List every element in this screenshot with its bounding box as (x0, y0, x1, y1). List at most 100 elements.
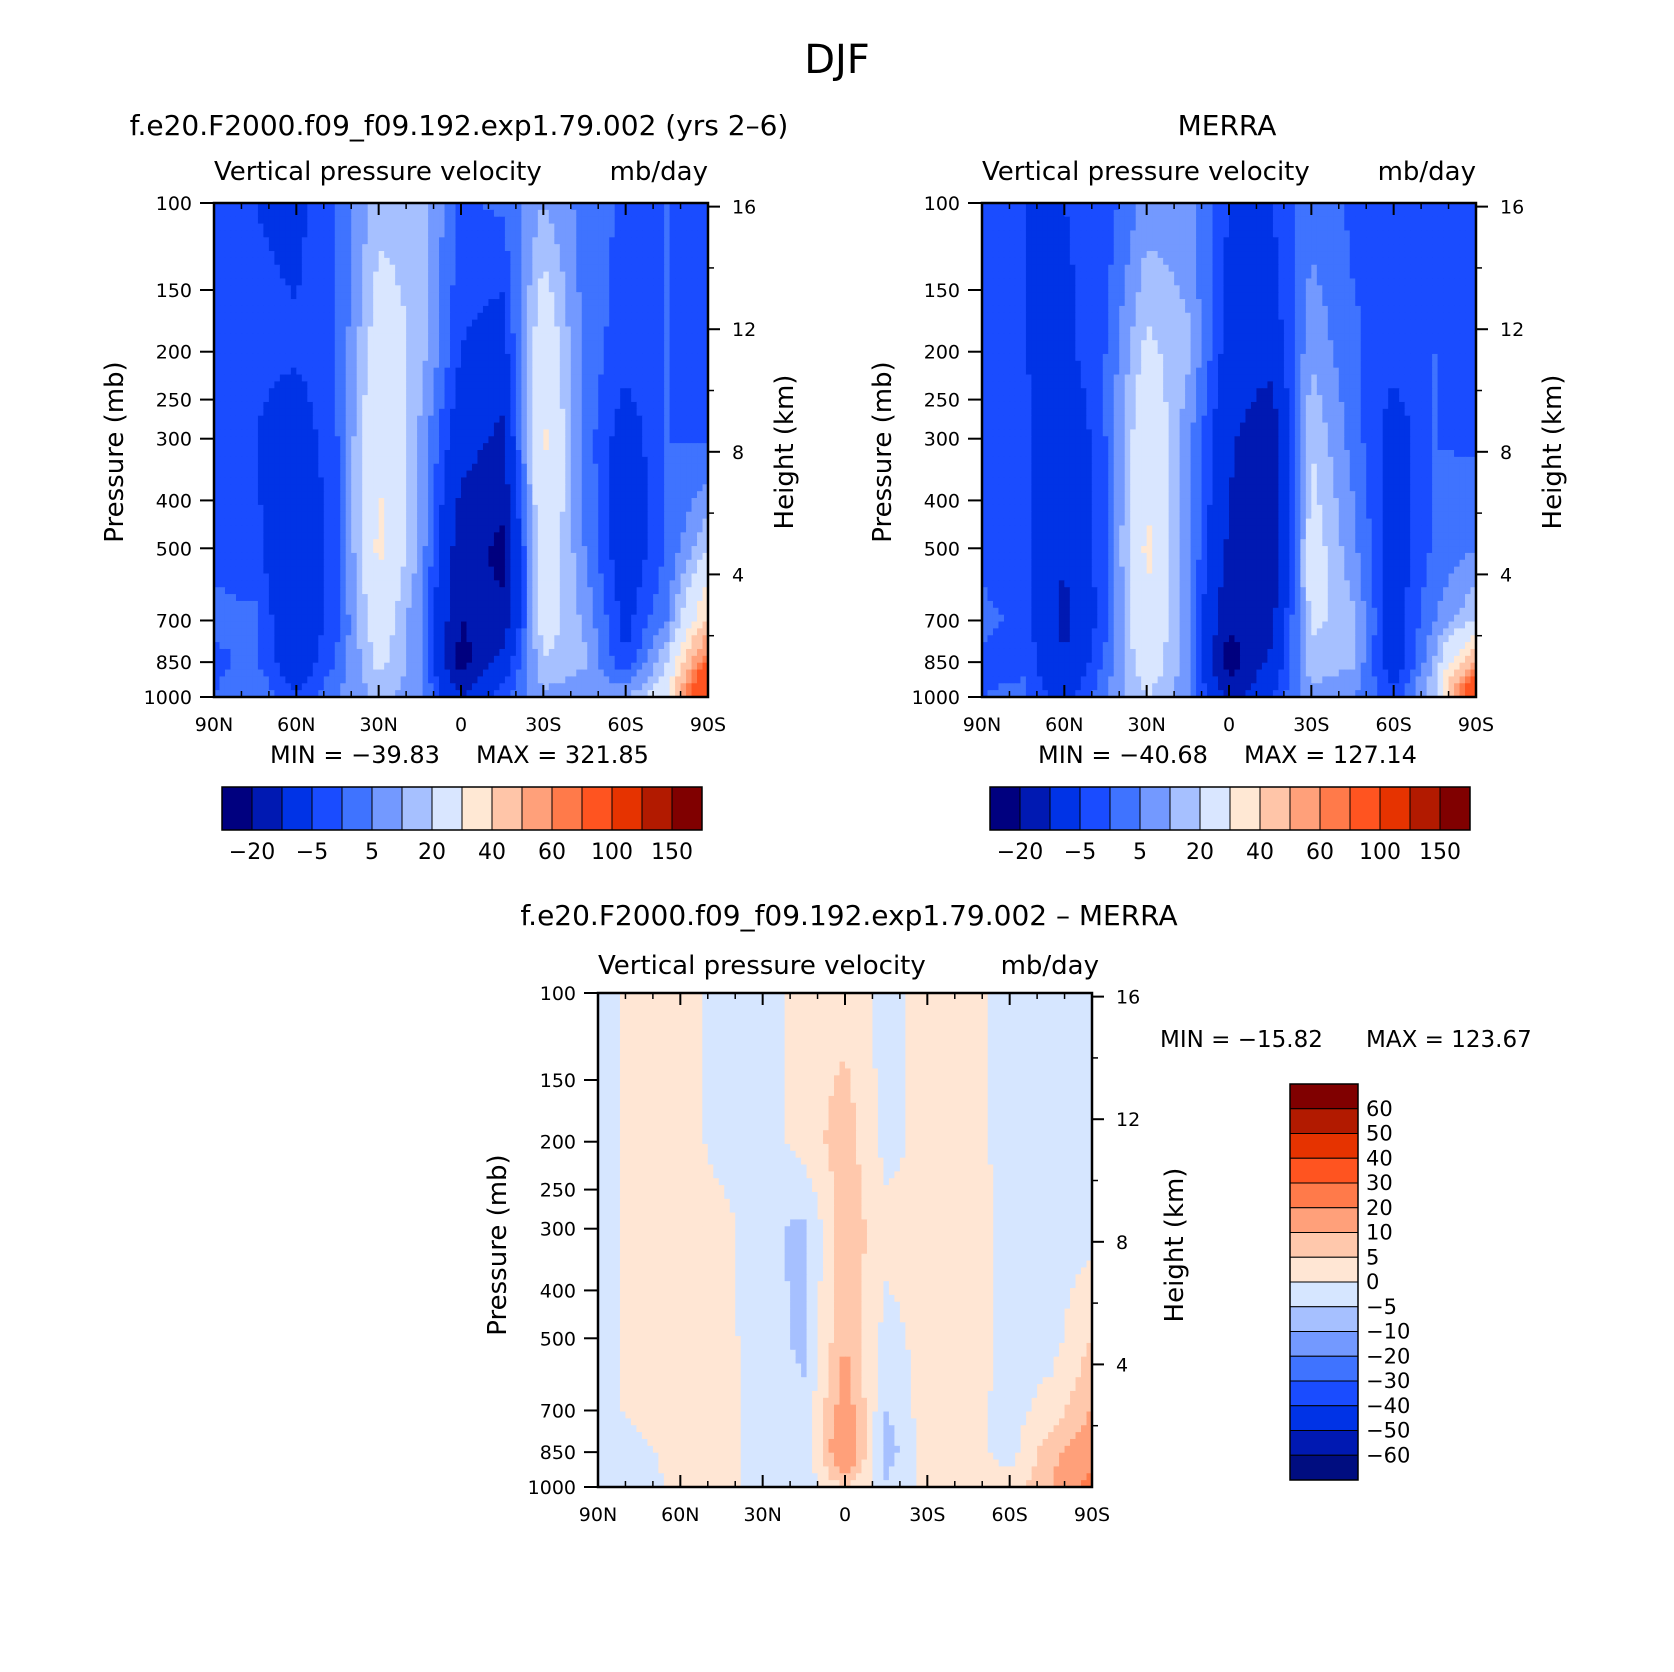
heatmap-cell (224, 401, 232, 410)
heatmap-cell (653, 539, 660, 547)
heatmap-cell (340, 470, 347, 479)
heatmap-cell (482, 285, 490, 293)
heatmap-cell (455, 518, 462, 527)
heatmap-cell (290, 203, 297, 211)
heatmap-cell (548, 511, 555, 520)
heatmap-cell (422, 360, 429, 369)
heatmap-cell (532, 285, 539, 293)
heatmap-cell (543, 299, 550, 307)
heatmap-cell (230, 230, 237, 238)
heatmap-cell (450, 511, 457, 520)
heatmap-cell (428, 216, 435, 225)
heatmap-cell (312, 312, 319, 321)
heatmap-cell (252, 436, 259, 444)
heatmap-cell (488, 360, 495, 369)
heatmap-cell (532, 518, 539, 527)
heatmap-cell (378, 299, 385, 307)
heatmap-cell (246, 326, 254, 334)
heatmap-cell (422, 374, 429, 382)
heatmap-cell (493, 573, 501, 581)
heatmap-cell (565, 285, 572, 293)
heatmap-cell (351, 456, 358, 465)
heatmap-cell (257, 573, 264, 581)
heatmap-cell (504, 381, 511, 389)
heatmap-cell (592, 559, 599, 568)
heatmap-cell (428, 498, 435, 506)
heatmap-cell (351, 353, 358, 362)
heatmap-cell (257, 470, 264, 479)
heatmap-cell (400, 491, 407, 499)
heatmap-cell (422, 388, 429, 396)
heatmap-cell (554, 470, 561, 479)
heatmap-cell (422, 401, 429, 410)
heatmap-cell (493, 539, 501, 547)
heatmap-cell (373, 326, 380, 334)
heatmap-cell (257, 436, 264, 444)
heatmap-cell (279, 244, 286, 252)
heatmap-cell (362, 374, 369, 382)
heatmap-cell (521, 436, 528, 444)
heatmap-cell (548, 491, 555, 499)
heatmap-cell (455, 450, 462, 458)
heatmap-cell (411, 367, 418, 376)
heatmap-cell (521, 285, 528, 293)
heatmap-cell (669, 422, 676, 431)
heatmap-cell (515, 395, 522, 403)
heatmap-cell (367, 271, 374, 280)
heatmap-cell (329, 216, 336, 225)
heatmap-cell (312, 395, 319, 403)
heatmap-cell (548, 237, 555, 245)
heatmap-cell (395, 395, 402, 403)
heatmap-cell (477, 209, 484, 218)
heatmap-cell (631, 299, 638, 307)
heatmap-cell (257, 552, 264, 561)
heatmap-cell (521, 573, 528, 581)
heatmap-cell (345, 552, 352, 561)
heatmap-cell (246, 491, 254, 499)
heatmap-cell (214, 381, 221, 389)
heatmap-cell (312, 470, 319, 479)
heatmap-cell (296, 546, 303, 554)
heatmap-cell (697, 223, 704, 232)
heatmap-cell (417, 463, 424, 472)
heatmap-cell (362, 257, 369, 266)
heatmap-cell (356, 264, 363, 273)
heatmap-cell (636, 539, 643, 547)
heatmap-cell (609, 456, 616, 465)
heatmap-cell (609, 367, 616, 376)
heatmap-cell (565, 333, 572, 341)
heatmap-cell (461, 353, 468, 362)
heatmap-cell (224, 264, 232, 273)
heatmap-cell (384, 264, 391, 273)
heatmap-cell (515, 491, 522, 499)
heatmap-cell (636, 347, 643, 355)
heatmap-cell (559, 395, 566, 403)
heatmap-cell (219, 539, 226, 547)
heatmap-cell (296, 278, 303, 286)
heatmap-cell (367, 504, 374, 513)
heatmap-cell (499, 326, 506, 334)
heatmap-cell (680, 532, 687, 540)
heatmap-cell (362, 552, 369, 561)
heatmap-cell (224, 230, 232, 238)
heatmap-cell (378, 552, 385, 561)
heatmap-cell (285, 367, 292, 376)
heatmap-cell (340, 251, 347, 259)
heatmap-cell (340, 580, 347, 588)
heatmap-cell (587, 271, 594, 280)
heatmap-cell (219, 292, 226, 300)
heatmap-cell (702, 347, 709, 355)
heatmap-cell (559, 326, 566, 334)
heatmap-cell (537, 340, 544, 348)
heatmap-cell (493, 504, 501, 513)
heatmap-cell (609, 237, 616, 245)
heatmap-cell (510, 271, 517, 280)
heatmap-cell (609, 257, 616, 266)
heatmap-cell (400, 381, 407, 389)
heatmap-cell (378, 388, 385, 396)
heatmap-cell (450, 443, 457, 451)
heatmap-cell (285, 381, 292, 389)
heatmap-cell (471, 333, 479, 341)
heatmap-cell (493, 525, 501, 533)
heatmap-cell (570, 360, 577, 369)
